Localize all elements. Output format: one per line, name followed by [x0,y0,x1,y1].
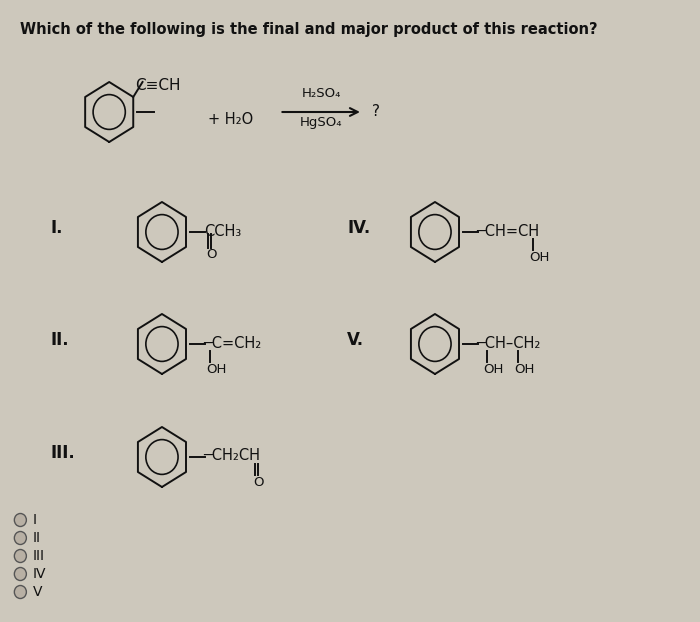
Text: OH: OH [514,363,535,376]
Text: O: O [206,248,217,261]
Text: CCH₃: CCH₃ [204,223,241,238]
Circle shape [14,514,27,526]
Text: C≡CH: C≡CH [135,78,181,93]
Circle shape [14,532,27,544]
Text: OH: OH [206,363,227,376]
Text: ─C=CH₂: ─C=CH₂ [203,335,261,351]
Text: IV: IV [32,567,46,581]
Text: ─CH=CH: ─CH=CH [476,223,539,238]
Text: ─CH₂CH: ─CH₂CH [203,448,260,463]
Text: OH: OH [483,363,503,376]
Text: ─CH–CH₂: ─CH–CH₂ [476,335,540,351]
Text: III.: III. [51,444,76,462]
Text: H₂SO₄: H₂SO₄ [302,87,341,100]
Text: Which of the following is the final and major product of this reaction?: Which of the following is the final and … [20,22,598,37]
Text: I: I [32,513,36,527]
Text: V.: V. [347,331,364,349]
Text: II: II [32,531,41,545]
Text: OH: OH [529,251,550,264]
Text: I.: I. [51,219,64,237]
Text: V: V [32,585,42,599]
Circle shape [14,549,27,562]
Text: + H₂O: + H₂O [208,113,253,128]
Text: II.: II. [51,331,69,349]
Text: ?: ? [372,104,380,119]
Circle shape [14,585,27,598]
Text: O: O [253,476,264,489]
Circle shape [14,567,27,580]
Text: III: III [32,549,44,563]
Text: HgSO₄: HgSO₄ [300,116,342,129]
Text: IV.: IV. [347,219,370,237]
